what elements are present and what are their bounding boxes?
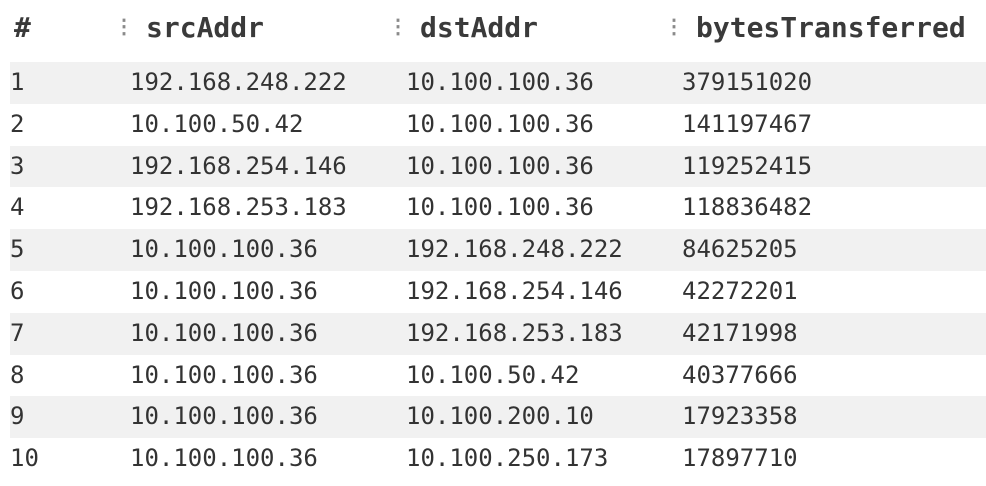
bytes-transferred-cell: 17897710 bbox=[682, 444, 798, 473]
dst-addr-cell: 10.100.100.36 bbox=[406, 193, 594, 222]
vertical-ellipsis-icon[interactable]: ⋮ bbox=[664, 14, 684, 38]
table-row[interactable]: 1 192.168.248.222 10.100.100.36 37915102… bbox=[10, 62, 986, 104]
dst-addr-cell: 192.168.248.222 bbox=[406, 235, 623, 264]
column-header-label: dstAddr bbox=[420, 11, 539, 44]
results-table: # ⋮ srcAddr ⋮ dstAddr ⋮ bytesTransferred 1 … bbox=[10, 0, 986, 472]
column-header-srcaddr[interactable]: ⋮ srcAddr bbox=[114, 8, 264, 48]
src-addr-cell: 10.100.100.36 bbox=[130, 276, 318, 305]
dst-addr-cell: 10.100.100.36 bbox=[406, 68, 594, 96]
vertical-ellipsis-icon[interactable]: ⋮ bbox=[388, 14, 408, 38]
table-row[interactable]: 10 10.100.100.36 10.100.250.173 17897710 bbox=[10, 438, 986, 480]
src-addr-cell: 10.100.100.36 bbox=[130, 318, 318, 347]
row-number: 9 bbox=[10, 402, 25, 431]
table-row[interactable]: 8 10.100.100.36 10.100.50.42 40377666 bbox=[10, 355, 986, 397]
table-row[interactable]: 3 192.168.254.146 10.100.100.36 11925241… bbox=[10, 145, 986, 188]
bytes-transferred-cell: 119252415 bbox=[682, 151, 813, 180]
dst-addr-cell: 10.100.100.36 bbox=[406, 151, 594, 180]
dst-addr-cell: 10.100.50.42 bbox=[406, 360, 580, 389]
row-number: 7 bbox=[10, 318, 25, 347]
bytes-transferred-cell: 379151020 bbox=[682, 68, 813, 96]
row-number: 1 bbox=[10, 68, 25, 96]
vertical-ellipsis-icon[interactable]: ⋮ bbox=[114, 14, 134, 38]
column-header-dstaddr[interactable]: ⋮ dstAddr bbox=[388, 8, 538, 48]
bytes-transferred-cell: 17923358 bbox=[682, 402, 798, 431]
table-header: # ⋮ srcAddr ⋮ dstAddr ⋮ bytesTransferred bbox=[10, 0, 986, 60]
row-number: 6 bbox=[10, 276, 25, 305]
src-addr-cell: 10.100.100.36 bbox=[130, 402, 318, 431]
table-body: 1 192.168.248.222 10.100.100.36 37915102… bbox=[10, 62, 986, 480]
column-header-label: srcAddr bbox=[146, 11, 265, 44]
row-number: 5 bbox=[10, 235, 25, 264]
column-header-label: # bbox=[14, 11, 31, 44]
dst-addr-cell: 10.100.200.10 bbox=[406, 402, 594, 431]
column-header-bytestransferred[interactable]: ⋮ bytesTransferred bbox=[664, 8, 966, 48]
table-row[interactable]: 7 10.100.100.36 192.168.253.183 42171998 bbox=[10, 312, 986, 355]
table-row[interactable]: 6 10.100.100.36 192.168.254.146 42272201 bbox=[10, 271, 986, 313]
src-addr-cell: 10.100.100.36 bbox=[130, 444, 318, 473]
table-row[interactable]: 5 10.100.100.36 192.168.248.222 84625205 bbox=[10, 229, 986, 271]
row-number: 3 bbox=[10, 151, 25, 180]
column-header-number[interactable]: # bbox=[14, 8, 31, 48]
bytes-transferred-cell: 118836482 bbox=[682, 193, 813, 222]
bytes-transferred-cell: 42171998 bbox=[682, 318, 798, 347]
row-number: 4 bbox=[10, 193, 25, 222]
table-row[interactable]: 9 10.100.100.36 10.100.200.10 17923358 bbox=[10, 396, 986, 439]
bytes-transferred-cell: 84625205 bbox=[682, 235, 798, 264]
src-addr-cell: 192.168.253.183 bbox=[130, 193, 347, 222]
src-addr-cell: 10.100.100.36 bbox=[130, 235, 318, 264]
src-addr-cell: 192.168.248.222 bbox=[130, 68, 347, 96]
table-row[interactable]: 2 10.100.50.42 10.100.100.36 141197467 bbox=[10, 104, 986, 146]
bytes-transferred-cell: 40377666 bbox=[682, 360, 798, 389]
table-row[interactable]: 4 192.168.253.183 10.100.100.36 11883648… bbox=[10, 187, 986, 229]
bytes-transferred-cell: 42272201 bbox=[682, 276, 798, 305]
bytes-transferred-cell: 141197467 bbox=[682, 109, 813, 138]
column-header-label: bytesTransferred bbox=[696, 11, 966, 44]
dst-addr-cell: 192.168.253.183 bbox=[406, 318, 623, 347]
row-number: 10 bbox=[10, 444, 39, 473]
row-number: 8 bbox=[10, 360, 25, 389]
dst-addr-cell: 192.168.254.146 bbox=[406, 276, 623, 305]
dst-addr-cell: 10.100.250.173 bbox=[406, 444, 609, 473]
dst-addr-cell: 10.100.100.36 bbox=[406, 109, 594, 138]
src-addr-cell: 10.100.100.36 bbox=[130, 360, 318, 389]
src-addr-cell: 192.168.254.146 bbox=[130, 151, 347, 180]
row-number: 2 bbox=[10, 109, 25, 138]
src-addr-cell: 10.100.50.42 bbox=[130, 109, 304, 138]
